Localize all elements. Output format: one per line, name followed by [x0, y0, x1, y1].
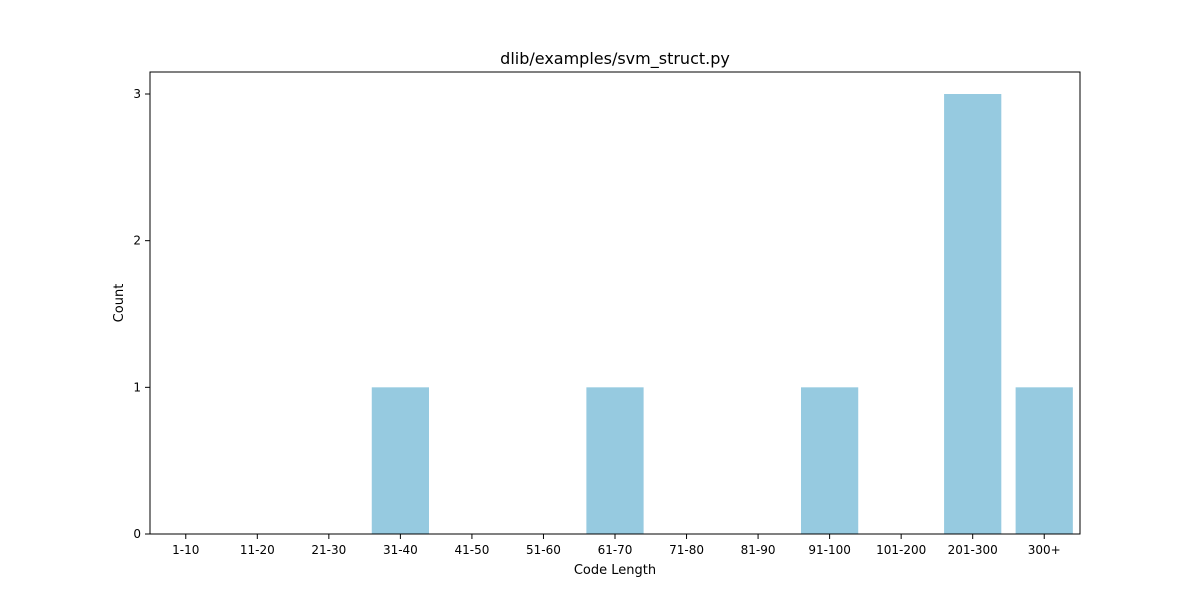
x-axis: 1-10 11-20 21-30 31-40 41-50 51-60 61-70 71-80 8… — [172, 534, 1061, 557]
chart-title: dlib/examples/svm_struct.py — [500, 49, 730, 69]
y-tick-label: 0 — [133, 527, 141, 541]
y-axis-label: Count — [112, 284, 127, 323]
x-tick-label: 11-20 — [240, 543, 275, 557]
bar-91-100 — [801, 387, 859, 534]
bar-61-70 — [586, 387, 644, 534]
x-tick-label: 51-60 — [526, 543, 561, 557]
y-tick-label: 2 — [133, 234, 141, 248]
x-tick-label: 300+ — [1028, 543, 1061, 557]
x-tick-label: 101-200 — [876, 543, 926, 557]
x-tick-label: 91-100 — [808, 543, 851, 557]
x-tick-label: 1-10 — [172, 543, 199, 557]
bar-300+ — [1015, 387, 1073, 534]
y-tick-label: 1 — [133, 380, 141, 394]
y-axis: 0 1 2 3 — [133, 87, 150, 541]
x-tick-label: 81-90 — [741, 543, 776, 557]
x-tick-label: 21-30 — [311, 543, 346, 557]
x-axis-label: Code Length — [574, 563, 656, 578]
y-tick-label: 3 — [133, 87, 141, 101]
bar-201-300 — [944, 94, 1002, 534]
bar-31-40 — [371, 387, 429, 534]
bars-layer — [371, 94, 1073, 534]
x-tick-label: 61-70 — [598, 543, 633, 557]
x-tick-label: 201-300 — [948, 543, 998, 557]
x-tick-label: 41-50 — [454, 543, 489, 557]
x-tick-label: 71-80 — [669, 543, 704, 557]
x-tick-label: 31-40 — [383, 543, 418, 557]
